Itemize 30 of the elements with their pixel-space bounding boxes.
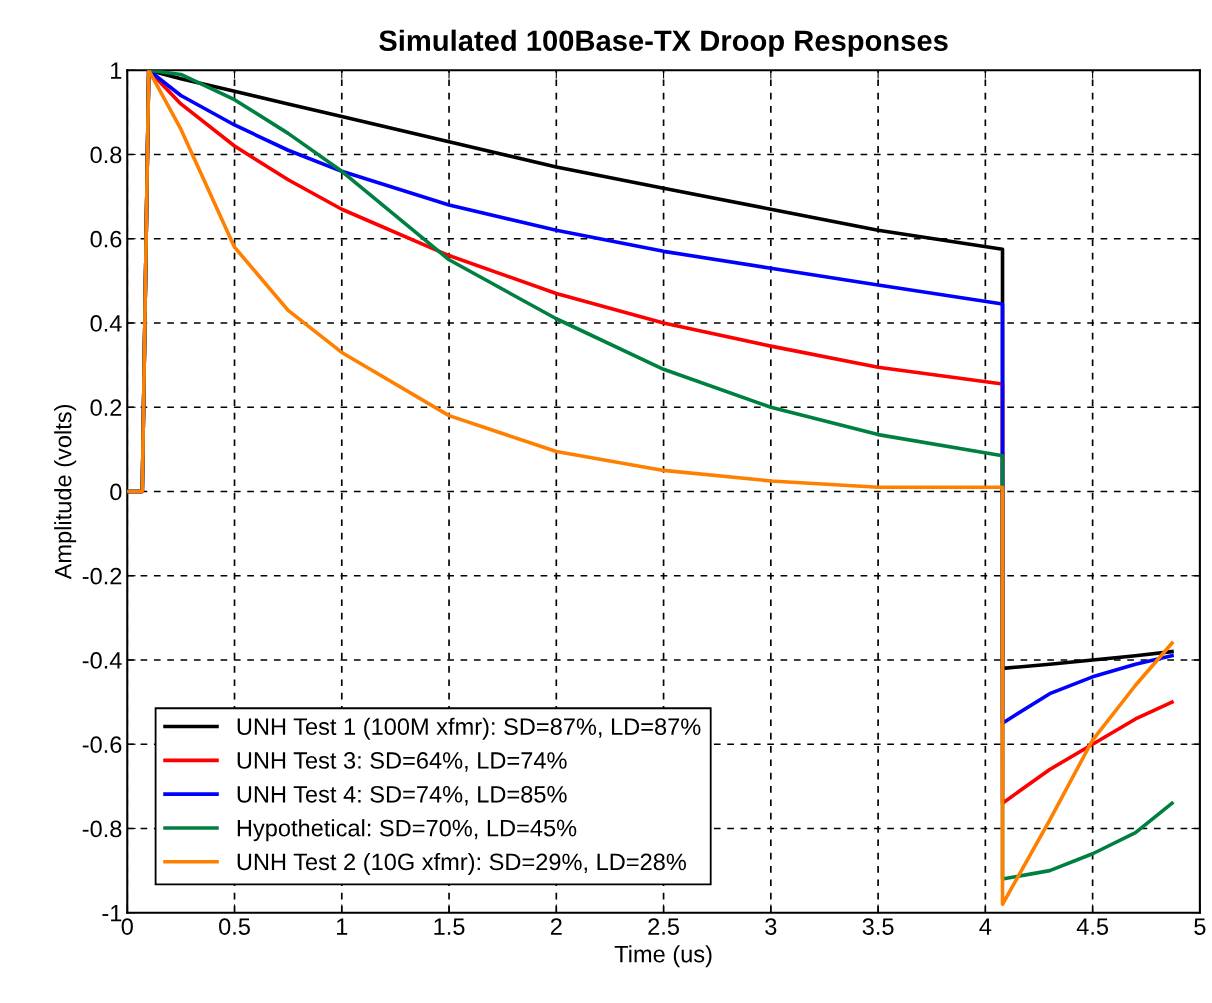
x-tick-label: 2.5 [648,918,679,935]
x-tick-label: 2 [550,918,562,935]
x-tick-label: 4.5 [1076,918,1109,935]
chart-title: Simulated 100Base-TX Droop Responses [379,29,948,57]
legend-label: UNH Test 3: SD=64%, LD=74% [237,752,567,772]
y-tick-label: -0.4 [82,652,122,669]
x-tick-label: 1 [337,918,348,935]
x-tick-label: 0 [121,918,133,935]
x-tick-label: 3.5 [862,918,894,935]
y-tick-label: -0.6 [82,736,122,754]
x-tick-label: 1.5 [434,918,465,935]
y-tick-label: -0.2 [82,567,122,585]
legend-label: Hypothetical: SD=70%, LD=45% [237,819,577,842]
x-tick-label: 3 [765,918,777,935]
y-tick-label: 0.8 [90,146,122,164]
y-axis-title: Amplitude (volts) [54,405,77,580]
y-tick-label: 0.2 [90,399,122,417]
y-tick-label: 1 [111,62,122,79]
y-tick-label: 0.4 [90,315,122,332]
x-axis-title: Time (us) [614,945,712,968]
y-tick-label: 0 [110,483,122,501]
x-tick-label: 5 [1194,918,1206,935]
x-tick-label: 0.5 [219,918,250,935]
y-tick-label: 0.6 [90,230,122,248]
y-tick-label: -1 [102,905,122,922]
legend-label: UNH Test 1 (100M xfmr): SD=87%, LD=87% [237,717,701,740]
legend-label: UNH Test 2 (10G xfmr): SD=29%, LD=28% [237,852,686,875]
x-tick-label: 4 [979,918,992,935]
legend-label: UNH Test 4: SD=74%, LD=85% [237,785,567,806]
y-tick-label: -0.8 [82,820,122,838]
